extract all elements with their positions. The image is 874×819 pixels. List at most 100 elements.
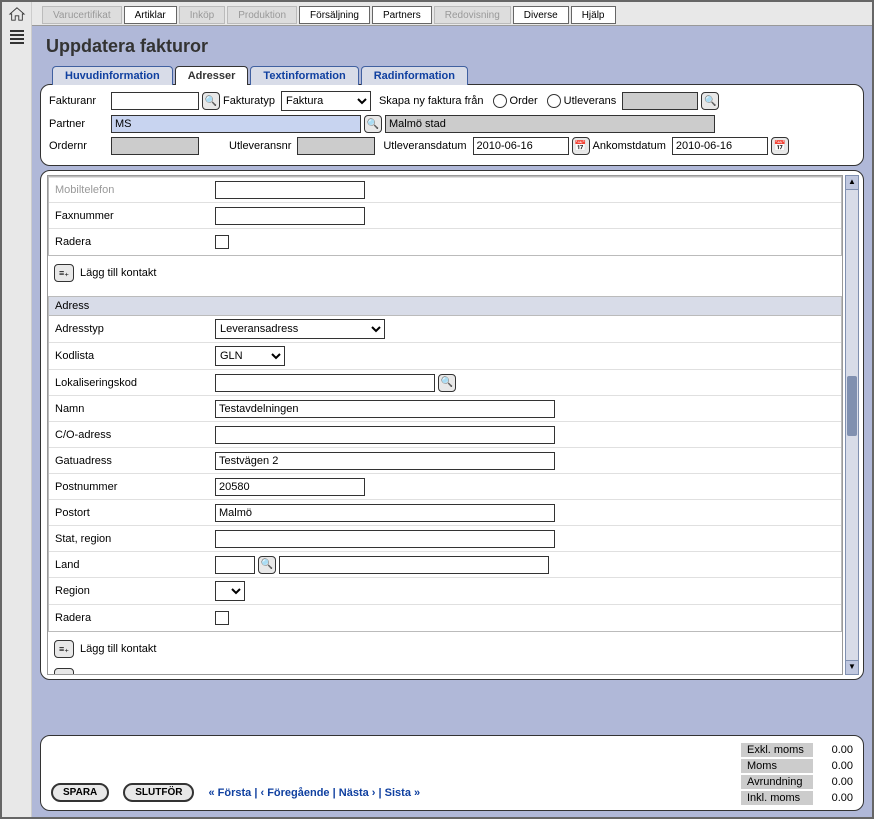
utleveransnr-label: Utleveransnr — [229, 140, 291, 152]
co-input[interactable] — [215, 426, 555, 444]
moms-label: Moms — [741, 759, 813, 773]
spara-button[interactable]: SPARA — [51, 783, 109, 802]
kodlista-select[interactable]: GLN — [215, 346, 285, 366]
land-label: Land — [55, 559, 215, 571]
contact-section: Mobiltelefon Faxnummer Radera — [48, 176, 842, 256]
partner-label: Partner — [49, 118, 105, 130]
pager-prev[interactable]: ‹ Föregående — [260, 787, 329, 799]
calendar-icon[interactable]: 📅 — [572, 137, 590, 155]
utleveransdatum-label: Utleveransdatum — [383, 140, 466, 152]
fax-label: Faxnummer — [55, 210, 215, 222]
add-icon: ≡₊ — [54, 640, 74, 658]
order-label: Order — [510, 95, 538, 107]
tab-diverse[interactable]: Diverse — [513, 6, 569, 24]
add-kontakt2-label: Lägg till kontakt — [80, 643, 156, 655]
scroll-panel: Mobiltelefon Faxnummer Radera — [40, 170, 864, 680]
footer-panel: SPARA SLUTFÖR « Första | ‹ Föregående | … — [40, 735, 864, 811]
moms-val: 0.00 — [821, 760, 853, 772]
inkl-val: 0.00 — [821, 792, 853, 804]
ordernr-label: Ordernr — [49, 140, 105, 152]
fakturanr-input[interactable] — [111, 92, 199, 110]
search-icon[interactable]: 🔍 — [258, 556, 276, 574]
region-select[interactable] — [215, 581, 245, 601]
menu-icon[interactable] — [10, 30, 24, 44]
tab-hjalp[interactable]: Hjälp — [571, 6, 616, 24]
gatu-label: Gatuadress — [55, 455, 215, 467]
ankomstdatum-label: Ankomstdatum — [593, 140, 666, 152]
scrollbar[interactable]: ▲ ▼ — [845, 175, 859, 675]
subtab-adresser[interactable]: Adresser — [175, 66, 249, 85]
inkl-label: Inkl. moms — [741, 791, 813, 805]
adress-section: Adress Adresstyp Leveransadress Kodlista… — [48, 296, 842, 632]
top-tabs: Varucertifikat Artiklar Inköp Produktion… — [32, 2, 872, 26]
subtab-textinformation[interactable]: Textinformation — [250, 66, 358, 85]
pager: « Första | ‹ Föregående | Nästa › | Sist… — [208, 787, 420, 799]
land-code-input[interactable] — [215, 556, 255, 574]
region-label: Region — [55, 585, 215, 597]
fakturatyp-select[interactable]: Faktura — [281, 91, 371, 111]
utleverans-label: Utleverans — [564, 95, 617, 107]
add-kontakt2-link[interactable]: ≡₊ Lägg till kontakt — [48, 636, 842, 662]
pager-next[interactable]: Nästa › — [339, 787, 376, 799]
utleverans-radio[interactable] — [547, 94, 561, 108]
gatu-input[interactable] — [215, 452, 555, 470]
land-name-input[interactable] — [279, 556, 549, 574]
add-kontakt-link[interactable]: ≡₊ Lägg till kontakt — [48, 260, 842, 286]
slutfor-button[interactable]: SLUTFÖR — [123, 783, 194, 802]
adresstyp-label: Adresstyp — [55, 323, 215, 335]
left-rail — [2, 2, 32, 817]
tab-redovisning[interactable]: Redovisning — [434, 6, 511, 24]
tab-artiklar[interactable]: Artiklar — [124, 6, 177, 24]
scroll-up-icon[interactable]: ▲ — [846, 176, 858, 190]
scroll-down-icon[interactable]: ▼ — [846, 660, 858, 674]
stat-label: Stat, region — [55, 533, 215, 545]
tab-produktion[interactable]: Produktion — [227, 6, 297, 24]
stat-input[interactable] — [215, 530, 555, 548]
adress-header: Adress — [49, 297, 841, 316]
utleveransnr-input[interactable] — [297, 137, 375, 155]
fax-input[interactable] — [215, 207, 365, 225]
postnr-label: Postnummer — [55, 481, 215, 493]
tab-partners[interactable]: Partners — [372, 6, 432, 24]
tab-varucertifikat[interactable]: Varucertifikat — [42, 6, 122, 24]
pager-first[interactable]: « Första — [208, 787, 251, 799]
tab-forsaljning[interactable]: Försäljning — [299, 6, 370, 24]
utleveransdatum-input[interactable] — [473, 137, 569, 155]
lokalkod-label: Lokaliseringskod — [55, 377, 215, 389]
add-icon: ≡₊ — [54, 264, 74, 282]
search-icon[interactable]: 🔍 — [701, 92, 719, 110]
postnr-input[interactable] — [215, 478, 365, 496]
ordernr-input[interactable] — [111, 137, 199, 155]
pager-last[interactable]: Sista » — [385, 787, 420, 799]
lokalkod-input[interactable] — [215, 374, 435, 392]
add-kontakt-label: Lägg till kontakt — [80, 267, 156, 279]
radera-checkbox[interactable] — [215, 235, 229, 249]
mobil-input[interactable] — [215, 181, 365, 199]
home-icon[interactable] — [8, 6, 26, 22]
search-icon[interactable]: 🔍 — [364, 115, 382, 133]
adresstyp-select[interactable]: Leveransadress — [215, 319, 385, 339]
namn-input[interactable] — [215, 400, 555, 418]
partner-input[interactable] — [111, 115, 361, 133]
radera2-checkbox[interactable] — [215, 611, 229, 625]
ankomstdatum-input[interactable] — [672, 137, 768, 155]
postort-label: Postort — [55, 507, 215, 519]
subtab-huvudinformation[interactable]: Huvudinformation — [52, 66, 173, 85]
co-label: C/O-adress — [55, 429, 215, 441]
exkl-val: 0.00 — [821, 744, 853, 756]
filter-panel: Fakturanr 🔍 Fakturatyp Faktura Skapa ny … — [40, 84, 864, 166]
order-radio[interactable] — [493, 94, 507, 108]
fakturatyp-label: Fakturatyp — [223, 95, 275, 107]
search-icon[interactable]: 🔍 — [202, 92, 220, 110]
subtab-radinformation[interactable]: Radinformation — [361, 66, 468, 85]
tab-inkop[interactable]: Inköp — [179, 6, 225, 24]
search-icon[interactable]: 🔍 — [438, 374, 456, 392]
namn-label: Namn — [55, 403, 215, 415]
calendar-icon[interactable]: 📅 — [771, 137, 789, 155]
kodlista-label: Kodlista — [55, 350, 215, 362]
postort-input[interactable] — [215, 504, 555, 522]
utleverans-input[interactable] — [622, 92, 698, 110]
add-section-icon[interactable]: ≡₊ — [54, 668, 74, 675]
scroll-thumb[interactable] — [847, 376, 857, 436]
mobil-label: Mobiltelefon — [55, 184, 215, 196]
